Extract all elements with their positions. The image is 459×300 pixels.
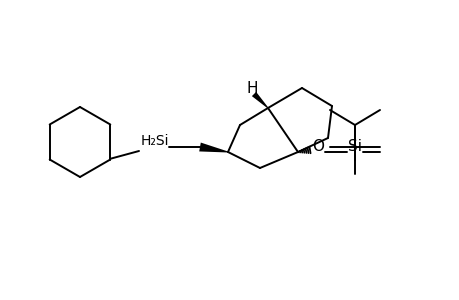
Text: H₂Si: H₂Si xyxy=(140,134,169,148)
Polygon shape xyxy=(199,142,228,152)
Text: O: O xyxy=(311,139,323,154)
Text: H: H xyxy=(246,80,257,95)
Text: Si: Si xyxy=(347,139,361,154)
Polygon shape xyxy=(252,92,268,108)
